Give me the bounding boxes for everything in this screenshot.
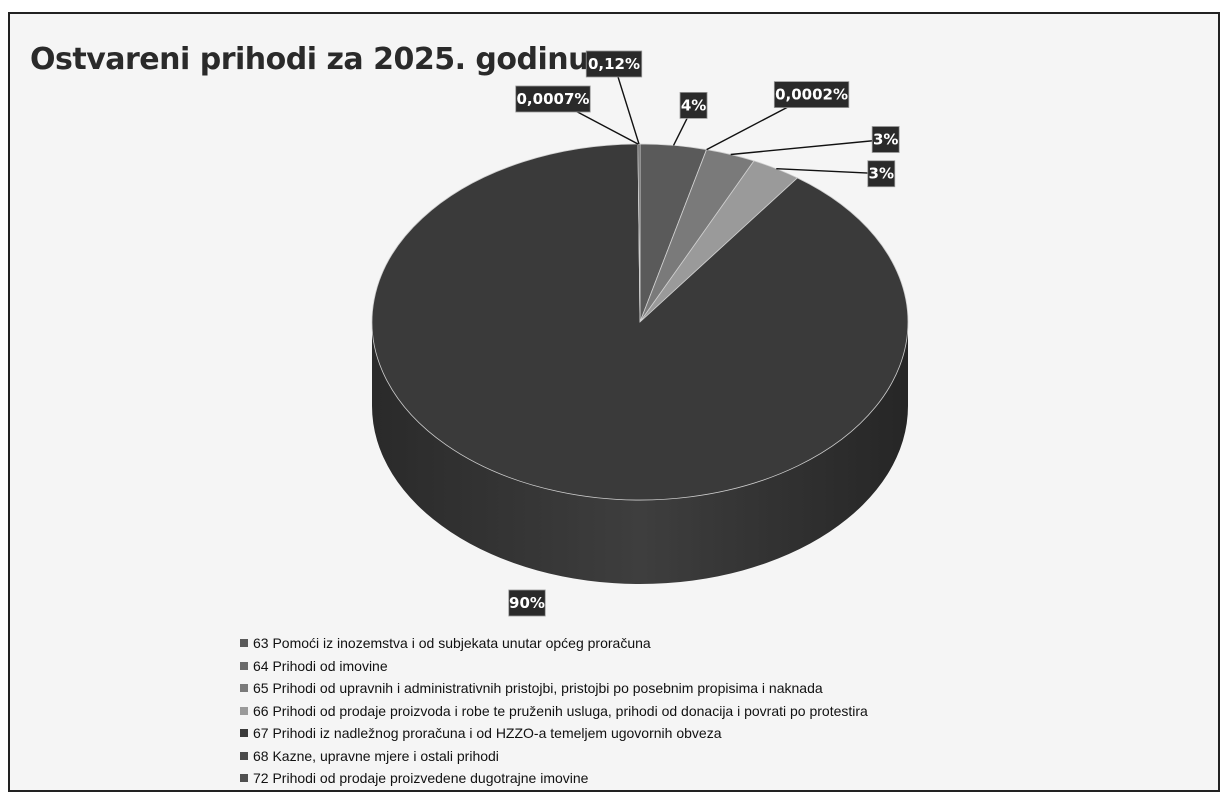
leader-line (730, 138, 886, 156)
data-label-text: 0,12% (588, 55, 640, 73)
chart-title: Ostvareni prihodi za 2025. godinu (30, 42, 590, 77)
legend-swatch (240, 661, 248, 670)
data-label: 3% (867, 160, 896, 188)
data-label-text: 0,0002% (775, 86, 848, 104)
legend-label: 64 Prihodi od imovine (253, 657, 388, 674)
legend-item: 66 Prihodi od prodaje proizvoda i robe t… (240, 700, 868, 723)
data-label: 90% (508, 589, 546, 617)
data-label: 0,0002% (773, 81, 850, 108)
legend-label: 67 Prihodi iz nadležnog proračuna i od H… (253, 725, 722, 741)
data-label-box (871, 126, 900, 153)
data-label: 0,0007% (515, 85, 591, 113)
data-label-text: 4% (681, 96, 706, 114)
legend-item: 67 Prihodi iz nadležnog proračuna i od H… (240, 722, 868, 745)
data-label-box (679, 92, 708, 119)
data-label-box (585, 50, 643, 78)
data-label-box (515, 85, 591, 113)
legend-item: 65 Prihodi od upravnih i administrativni… (240, 677, 868, 700)
data-label-text: 3% (873, 130, 898, 148)
data-label-text: 3% (869, 165, 894, 183)
legend-label: 66 Prihodi od prodaje proizvoda i robe t… (253, 702, 868, 719)
legend-item: 72 Prihodi od prodaje proizvedene dugotr… (240, 767, 868, 790)
legend-swatch (240, 684, 248, 693)
data-label-box (508, 589, 546, 617)
leader-line (776, 168, 882, 175)
data-label-text: 90% (509, 594, 545, 612)
legend-label: 68 Kazne, upravne mjere i ostali prihodi (253, 747, 499, 764)
legend-label: 72 Prihodi od prodaje proizvedene dugotr… (253, 770, 589, 786)
data-label-box (867, 160, 896, 188)
legend-label: 65 Prihodi od upravnih i administrativni… (253, 680, 823, 696)
data-label: 0,12% (585, 50, 643, 78)
legend-swatch (240, 751, 248, 760)
legend-swatch (240, 774, 248, 783)
legend-label: 63 Pomoći iz inozemstva i od subjekata u… (253, 635, 651, 651)
data-label: 4% (679, 92, 708, 119)
legend-swatch (240, 729, 248, 738)
legend-item: 63 Pomoći iz inozemstva i od subjekata u… (240, 632, 868, 655)
legend-swatch (240, 706, 248, 715)
legend-item: 68 Kazne, upravne mjere i ostali prihodi (240, 745, 868, 768)
data-label-text: 0,0007% (517, 90, 590, 108)
pie-side-wall (372, 322, 908, 584)
data-label-box (773, 81, 850, 108)
legend-swatch (240, 639, 248, 648)
legend-item: 64 Prihodi od imovine (240, 655, 868, 678)
data-label: 3% (871, 126, 900, 153)
chart-legend: 63 Pomoći iz inozemstva i od subjekata u… (240, 632, 868, 790)
